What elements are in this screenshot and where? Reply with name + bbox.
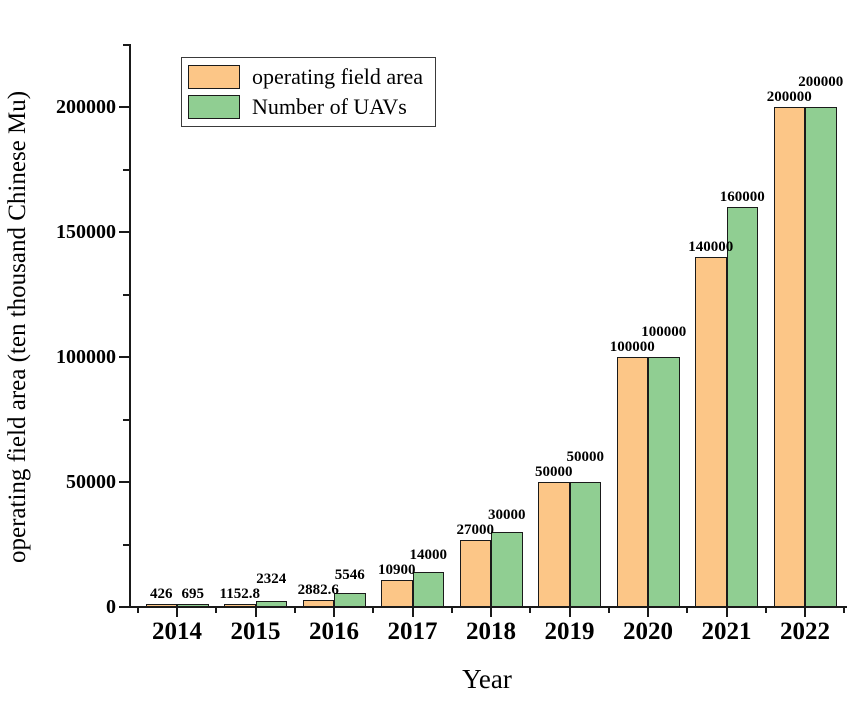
bar-value-label: 140000 bbox=[688, 239, 734, 256]
x-major-tick bbox=[411, 608, 414, 617]
x-minor-tick bbox=[293, 608, 296, 613]
x-minor-tick bbox=[607, 608, 610, 613]
y-major-tick bbox=[119, 231, 129, 234]
legend-item-operating-field-area: operating field area bbox=[188, 63, 423, 91]
x-major-tick bbox=[568, 608, 571, 617]
bar-number-of-uavs-2015 bbox=[255, 601, 287, 607]
bar-number-of-uavs-2018 bbox=[491, 532, 523, 607]
bar-value-label: 14000 bbox=[409, 546, 448, 563]
y-axis-line bbox=[129, 44, 131, 608]
bar-number-of-uavs-2022 bbox=[805, 107, 837, 607]
x-tick-label: 2017 bbox=[387, 618, 438, 645]
bar-operating-field-area-2021 bbox=[695, 257, 727, 607]
y-tick-label: 200000 bbox=[56, 96, 116, 119]
x-tick-label: 2015 bbox=[230, 618, 281, 645]
x-tick-label: 2018 bbox=[466, 618, 516, 645]
legend-label: operating field area bbox=[252, 64, 424, 89]
bar-value-label: 10900 bbox=[378, 561, 416, 578]
x-tick-label: 2020 bbox=[623, 618, 673, 645]
bar-value-label: 2324 bbox=[256, 571, 287, 587]
legend-swatch-orange bbox=[188, 65, 240, 89]
x-tick-label: 2021 bbox=[701, 618, 752, 645]
y-tick-label: 50000 bbox=[66, 471, 116, 494]
bar-operating-field-area-2015 bbox=[224, 604, 256, 607]
bar-value-label: 2882.6 bbox=[297, 581, 339, 598]
x-minor-tick bbox=[450, 608, 453, 613]
y-major-tick bbox=[119, 481, 129, 484]
bar-value-label: 30000 bbox=[488, 506, 526, 523]
x-minor-tick bbox=[215, 608, 218, 613]
bar-number-of-uavs-2014 bbox=[177, 604, 209, 607]
x-axis-title: Year bbox=[462, 664, 512, 694]
y-tick-label: 150000 bbox=[56, 221, 116, 244]
bar-value-label: 100000 bbox=[641, 324, 687, 341]
bar-number-of-uavs-2016 bbox=[334, 593, 366, 607]
x-major-tick bbox=[176, 608, 178, 617]
y-minor-tick bbox=[123, 168, 129, 171]
x-minor-tick bbox=[529, 608, 532, 613]
bar-number-of-uavs-2021 bbox=[726, 207, 758, 607]
bar-operating-field-area-2019 bbox=[538, 482, 570, 607]
y-tick-label: 100000 bbox=[56, 346, 116, 369]
bar-value-label: 100000 bbox=[609, 339, 655, 356]
x-major-tick bbox=[333, 608, 335, 617]
x-minor-tick bbox=[686, 608, 689, 613]
x-axis-line bbox=[129, 606, 847, 608]
y-major-tick bbox=[119, 606, 129, 608]
bar-operating-field-area-2018 bbox=[459, 539, 491, 607]
y-axis-title: operating field area (ten thousand Chine… bbox=[4, 90, 31, 563]
x-tick-label: 2022 bbox=[780, 618, 830, 645]
legend-label: Number of UAVs bbox=[252, 94, 407, 119]
y-minor-tick bbox=[123, 293, 129, 296]
x-major-tick bbox=[647, 608, 649, 617]
bar-value-label: 695 bbox=[181, 586, 205, 602]
bar-operating-field-area-2016 bbox=[302, 599, 334, 607]
x-minor-tick bbox=[843, 608, 846, 613]
x-minor-tick bbox=[764, 608, 767, 613]
bar-value-label: 5546 bbox=[334, 566, 365, 583]
y-tick-label: 0 bbox=[106, 596, 116, 618]
bar-value-label: 200000 bbox=[766, 89, 812, 106]
x-major-tick bbox=[725, 608, 728, 617]
bar-number-of-uavs-2019 bbox=[569, 482, 601, 607]
bar-operating-field-area-2020 bbox=[616, 357, 648, 607]
bar-value-label: 50000 bbox=[535, 464, 573, 481]
legend-swatch-green bbox=[188, 95, 240, 119]
bar-number-of-uavs-2020 bbox=[648, 357, 680, 607]
x-major-tick bbox=[490, 608, 492, 617]
bar-value-label: 200000 bbox=[798, 74, 844, 91]
bar-value-label: 426 bbox=[150, 586, 173, 602]
bar-number-of-uavs-2017 bbox=[412, 572, 444, 607]
bar-operating-field-area-2022 bbox=[773, 107, 805, 607]
y-minor-tick bbox=[123, 418, 129, 421]
x-tick-label: 2014 bbox=[152, 618, 202, 645]
x-minor-tick bbox=[136, 608, 139, 613]
x-tick-label: 2019 bbox=[544, 618, 595, 645]
y-minor-tick bbox=[123, 543, 129, 546]
x-major-tick bbox=[254, 608, 257, 617]
y-minor-tick bbox=[123, 44, 129, 46]
bar-operating-field-area-2017 bbox=[381, 579, 413, 607]
y-major-tick bbox=[119, 356, 129, 359]
bar-value-label: 27000 bbox=[456, 521, 495, 538]
bar-operating-field-area-2014 bbox=[145, 604, 177, 607]
y-major-tick bbox=[119, 106, 129, 109]
bar-value-label: 1152.8 bbox=[219, 586, 260, 602]
legend-item-number-of-uavs: Number of UAVs bbox=[188, 93, 423, 121]
bar-value-label: 50000 bbox=[566, 449, 605, 466]
legend: operating field area Number of UAVs bbox=[181, 57, 437, 127]
x-major-tick bbox=[804, 608, 806, 617]
x-minor-tick bbox=[372, 608, 375, 613]
x-tick-label: 2016 bbox=[309, 618, 359, 645]
bar-value-label: 160000 bbox=[719, 189, 765, 206]
